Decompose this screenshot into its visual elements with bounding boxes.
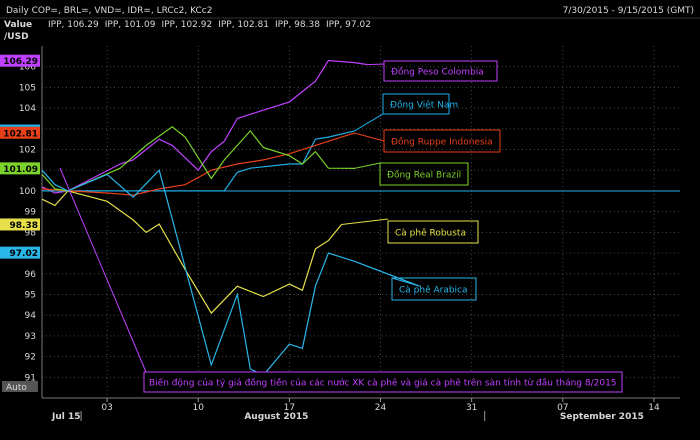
grid	[0, 17, 700, 399]
annotation-box	[383, 129, 501, 153]
x-tick-label: 31	[466, 403, 477, 413]
annotation-leader	[354, 162, 381, 169]
y-unit-line2: /USD	[4, 32, 29, 42]
last-value-label: 97.02	[10, 249, 38, 259]
legend-item: IPP, 102.81	[218, 20, 269, 30]
last-value-label: 102.81	[3, 129, 38, 139]
x-axis-ticks: 03 10 17 24 31 07 14 Jul 15 August 2015 September…	[51, 398, 660, 422]
y-tick-label: 92	[25, 353, 36, 363]
annotation-leader	[391, 277, 420, 287]
x-period-label: August 2015	[244, 412, 308, 422]
y-tick-label: 104	[19, 104, 36, 114]
annotation-box	[387, 220, 479, 244]
annotation-label: Đồng Real Brazil	[387, 170, 461, 181]
annotation-leader	[354, 113, 384, 132]
last-value-tag	[0, 218, 40, 231]
legend: IPP, 106.29 IPP, 101.09 IPP, 102.92 IPP, 10…	[48, 20, 371, 30]
annotation-box	[391, 277, 477, 301]
legend-item: IPP, 101.09	[105, 20, 156, 30]
auto-button[interactable]	[2, 381, 38, 392]
last-value-tag	[0, 54, 40, 67]
annotation-label: Cà phê Robusta	[395, 228, 466, 239]
legend-item: IPP, 98.38	[275, 20, 320, 30]
y-tick-label: 102	[19, 146, 36, 156]
x-tick-label: 07	[557, 403, 568, 413]
y-tick-label: 93	[25, 332, 36, 342]
annotation-leader	[354, 132, 385, 142]
y-tick-label: 94	[25, 311, 37, 321]
caption-box	[143, 371, 623, 393]
y-tick-label: 99	[25, 208, 37, 218]
x-tick-label: 03	[101, 403, 112, 413]
annotations: Đồng Peso Colombia Đồng Việt Nam Đồng Rupp…	[59, 60, 623, 393]
series-lines	[41, 59, 420, 376]
last-value-label: 98.38	[10, 221, 38, 231]
caption-text: Biến động của tỷ giá đồng tiền của các n…	[149, 378, 617, 389]
series-line-6	[41, 169, 420, 376]
annotation-label: Cà phê Arabica	[399, 285, 468, 296]
chart-title: Daily COP=, BRL=, VND=, IDR=, LRCc2, KCc…	[6, 6, 212, 16]
last-value-label: 106.29	[3, 57, 38, 67]
x-tick-label: 14	[648, 403, 660, 413]
annotation-box	[383, 60, 498, 82]
x-tick-label: 17	[284, 403, 295, 413]
series-line-2	[42, 130, 355, 192]
series-line-5	[41, 190, 342, 315]
x-period-label: Jul 15	[51, 412, 81, 422]
last-value-label: 101.09	[3, 165, 38, 175]
y-tick-label: 98	[25, 228, 37, 238]
annotation-label: Đồng Ruppe Indonesia	[391, 137, 493, 148]
legend-item: IPP, 106.29	[48, 20, 99, 30]
y-tick-label: 96	[25, 270, 37, 280]
annotation-box	[379, 162, 469, 186]
last-value-tag	[0, 246, 40, 259]
legend-item: IPP, 102.92	[161, 20, 212, 30]
x-tick-label: 10	[193, 403, 205, 413]
y-unit-line1: Value	[4, 20, 32, 30]
caption-leader	[59, 167, 147, 373]
y-tick-label: 105	[19, 83, 36, 93]
auto-label[interactable]: Auto	[6, 383, 27, 393]
y-tick-label: 106	[19, 63, 36, 73]
x-period-label: September 2015	[560, 412, 644, 422]
y-tick-label: 100	[19, 187, 36, 197]
x-tick-label: 24	[375, 403, 387, 413]
annotation-leader	[341, 218, 389, 225]
annotation-leader	[367, 63, 385, 66]
annotation-box	[382, 93, 450, 115]
legend-item: IPP, 97.02	[326, 20, 371, 30]
series-line-3	[41, 132, 355, 196]
date-range: 7/30/2015 - 9/15/2015 (GMT)	[563, 6, 694, 16]
series-line-1	[41, 59, 368, 194]
annotation-label: Đồng Peso Colombia	[391, 67, 484, 78]
last-value-tag	[0, 162, 40, 175]
last-value-tag	[0, 126, 40, 139]
annotation-label: Đồng Việt Nam	[390, 100, 458, 111]
y-tick-label: 91	[25, 373, 36, 383]
y-tick-label: 95	[25, 290, 36, 300]
